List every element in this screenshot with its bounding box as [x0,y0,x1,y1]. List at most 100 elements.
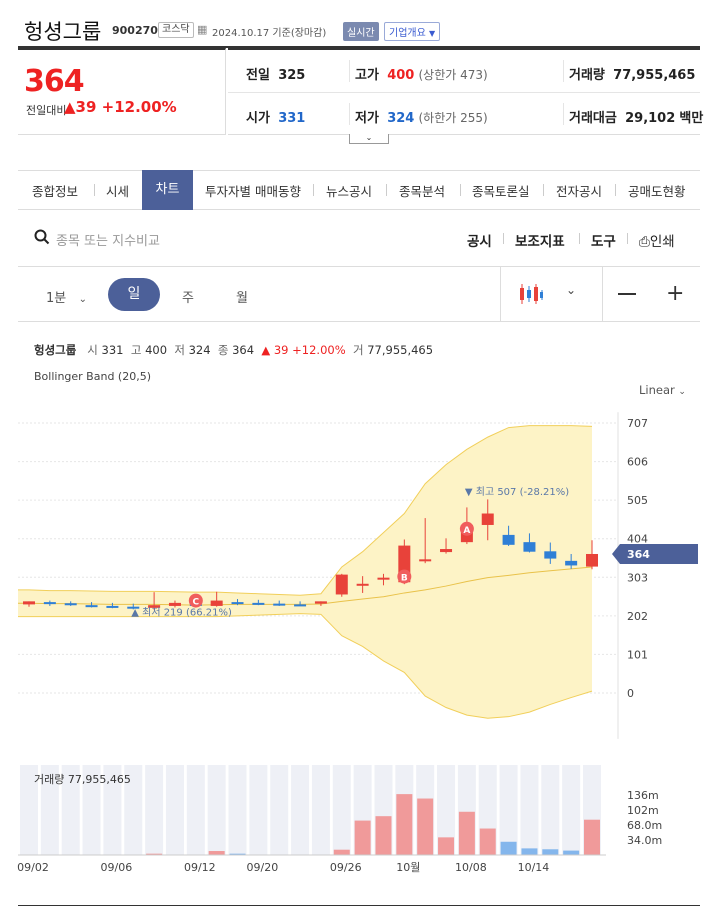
indicator-button[interactable]: 보조지표 [515,234,565,250]
current-price-label: 364 [627,548,650,561]
company-info-button[interactable]: 기업개요 ▼ [384,22,441,41]
x-tick-label: 10/14 [518,861,550,874]
chevron-down-icon[interactable]: ⌄ [566,283,577,297]
candle-body [64,603,77,606]
volume-bg-bar [124,765,143,855]
change-value: ▲39 +12.00% [64,98,177,116]
chart-legend: 헝셩그룹 시 331 고 400 저 324 종 364 ▲ 39 +12.00… [34,343,434,357]
bottom-border [18,905,700,906]
volume-bg-bar [207,765,226,855]
x-tick-label: 09/12 [184,861,216,874]
expand-toggle[interactable]: ⌄ [349,134,389,144]
info-sep [563,103,564,125]
volume-bg-bar [186,765,205,855]
volume-bg-bar [499,765,518,855]
volume-bg-bar [541,765,560,855]
period-bar [18,266,700,322]
tab-sep [615,184,616,196]
tab-bar [18,170,700,210]
volume-bar [438,837,455,855]
company-info-label: 기업개요 [389,28,426,39]
tab-short[interactable]: 공매도현황 [628,184,686,199]
candle-body [565,560,578,566]
period-day[interactable]: 일 [108,278,160,311]
period-week[interactable]: 주 [182,291,194,306]
volume-bar [396,794,413,855]
volume-bg-bar [82,765,101,855]
x-tick-label: 09/06 [101,861,133,874]
chevron-down-icon: ⌄ [78,294,88,305]
candle-body [502,534,515,545]
volume-tick-label: 102m [627,804,659,817]
tab-chart[interactable]: 차트 [142,170,193,210]
y-tick-label: 606 [627,456,648,469]
candle-body [586,553,598,567]
volume-bg-bar [40,765,59,855]
period-sep [602,266,603,322]
low-price: 저가 324 (하한가 255) [355,111,488,126]
candle-type-icon[interactable] [518,282,544,306]
open-price: 시가 331 [246,111,306,126]
tool-sep [579,233,580,244]
search-icon[interactable] [34,229,50,245]
disclosure-button[interactable]: 공시 [467,234,492,250]
realtime-button[interactable]: 실시간 [343,22,379,41]
volume-bg-bar [437,765,456,855]
x-tick-label: 10월 [396,861,420,874]
volume-bg-bar [332,765,351,855]
header-divider [18,46,700,48]
marker-b-label: B [401,574,408,584]
volume-bg-bar [270,765,289,855]
tab-forum[interactable]: 종목토론실 [472,184,530,199]
x-tick-label: 09/02 [17,861,49,874]
volume-bar [521,848,538,855]
volume-bar [375,816,392,855]
volume-bar [458,811,475,855]
volume-bg-bar [165,765,184,855]
chevron-down-icon: ⌄ [365,133,373,142]
tool-button[interactable]: 도구 [591,234,616,250]
volume-bar [354,820,371,855]
x-tick-label: 09/20 [247,861,279,874]
volume-bar [563,850,580,855]
tab-disclosure[interactable]: 전자공시 [556,184,603,199]
candle-body [252,602,265,605]
bollinger-lower-line [18,613,593,719]
print-button[interactable]: ⎙인쇄 [639,234,675,250]
info-sep [563,60,564,82]
marker-a [459,521,474,536]
tab-analysis[interactable]: 종목분석 [399,184,446,199]
volume-bar [229,853,246,855]
candle-body [148,605,161,608]
quote-date: 2024.10.17 기준(장마감) [212,28,327,39]
period-month[interactable]: 월 [236,291,248,306]
candle-body [273,603,286,606]
volume-bar [417,798,434,855]
tab-investors[interactable]: 투자자별 매매동향 [205,184,301,199]
tab-quotes[interactable]: 시세 [106,184,130,199]
zoom-out-icon[interactable] [618,293,636,295]
tab-news[interactable]: 뉴스공시 [326,184,373,199]
volume-tick-label: 34.0m [627,834,662,847]
x-tick-label: 10/08 [455,861,487,874]
indicator-label: Bollinger Band (20,5) [34,370,151,383]
volume-tick-label: 136m [627,789,659,802]
marker-a-label: A [463,526,470,536]
marker-b [397,569,412,584]
up-triangle-icon: ▲ [64,98,76,116]
change-percent: +12.00% [101,98,177,116]
chevron-down-icon: ⌄ [678,387,686,397]
scale-select[interactable]: Linear ⌄ [639,383,686,397]
candle-body [43,602,56,605]
candle-body [294,604,307,607]
tab-overview[interactable]: 종합정보 [32,184,79,199]
candle-body [481,513,494,525]
volume: 거래량 77,955,465 [569,68,696,83]
zoom-in-icon[interactable]: + [666,281,685,306]
info-sep [349,103,350,125]
period-sep [500,266,501,322]
compare-search-input[interactable]: 종목 또는 지수비교 [56,234,160,249]
candle-body [335,574,348,595]
price-chart[interactable]: 707 606 505 404 303 202 101 0 A B C ▼ 최고 507 (-28.2… [0,400,706,900]
minute-select[interactable]: 1분 ⌄ [46,291,88,306]
